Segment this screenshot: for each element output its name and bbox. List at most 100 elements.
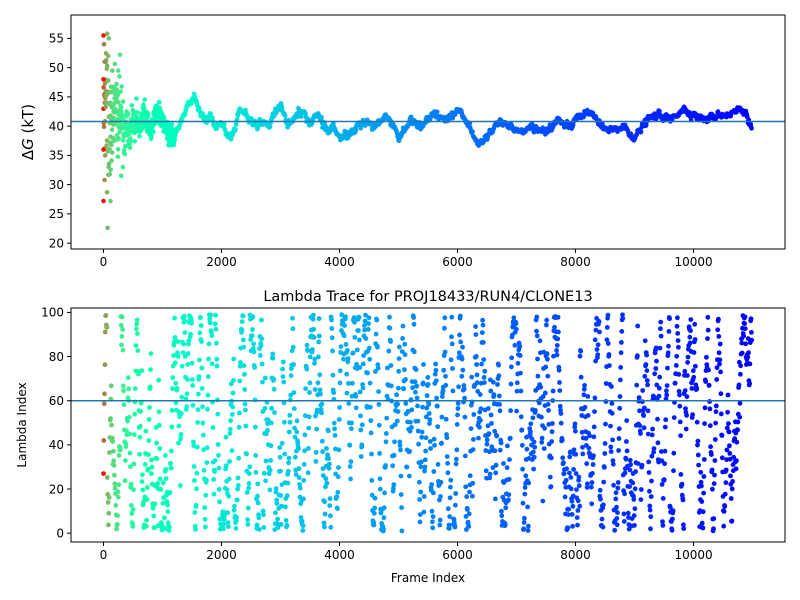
lambda-point [104, 475, 110, 480]
lambda-point [199, 365, 205, 371]
lambda-point [205, 392, 211, 398]
lambda-point [372, 495, 378, 501]
dg-point [282, 113, 288, 118]
lambda-point [415, 428, 421, 434]
lambda-point [326, 465, 332, 471]
dg-point [120, 113, 125, 118]
lambda-point [329, 335, 335, 341]
lambda-point [422, 464, 428, 470]
lambda-point [201, 468, 207, 473]
lambda-point [570, 503, 576, 509]
lambda-point [731, 454, 737, 460]
lambda-point [523, 473, 529, 479]
lambda-point [718, 411, 724, 417]
lambda-point [137, 434, 143, 440]
lambda-point [112, 472, 117, 478]
lambda-point [635, 461, 641, 466]
lambda-point [255, 493, 260, 499]
lambda-point [391, 485, 396, 491]
dg-point [131, 110, 137, 115]
lambda-point [532, 444, 538, 450]
lambda-point [268, 420, 274, 426]
lambda-point [267, 467, 273, 473]
lambda-point [601, 479, 607, 485]
lambda-point [660, 523, 666, 528]
lambda-point [544, 322, 549, 328]
lambda-point [326, 456, 331, 461]
lambda-point [211, 477, 217, 482]
lambda-point [339, 312, 345, 318]
lambda-point [375, 344, 380, 350]
lambda-point [259, 336, 265, 342]
lambda-point [455, 401, 461, 406]
lambda-point [292, 434, 298, 440]
lambda-point [695, 438, 701, 444]
lambda-point [699, 499, 705, 504]
lambda-point [426, 402, 432, 407]
lambda-point [382, 490, 387, 496]
dg-point [529, 121, 535, 127]
ylabel-symbol: G [19, 138, 37, 150]
lambda-point [690, 412, 695, 418]
lambda-point [487, 475, 493, 481]
lambda-point [442, 349, 448, 355]
lambda-point [684, 394, 690, 399]
lambda-point [166, 528, 172, 533]
lambda-point [497, 408, 503, 414]
lambda-point [455, 406, 461, 411]
lambda-point [442, 315, 448, 321]
lambda-point [517, 343, 523, 349]
lambda-point [227, 459, 232, 464]
lambda-point [649, 432, 655, 438]
lambda-point [491, 392, 497, 398]
lambda-point [735, 427, 740, 433]
lambda-point [343, 342, 349, 347]
lambda-point [253, 453, 259, 458]
lambda-point [582, 404, 588, 410]
lambda-point [656, 393, 662, 399]
lambda-point [533, 408, 538, 413]
lambda-point [581, 392, 587, 398]
lambda-point [216, 453, 221, 458]
lambda-point [361, 353, 367, 358]
lambda-point [530, 449, 536, 455]
dg-point [279, 104, 285, 110]
lambda-point [124, 428, 129, 433]
lambda-point [648, 526, 653, 532]
lambda-point [273, 510, 278, 516]
lambda-point [706, 367, 711, 373]
lambda-point [651, 449, 656, 455]
lambda-point [259, 361, 265, 367]
lambda-point [739, 350, 745, 356]
lambda-point [169, 448, 174, 454]
lambda-point [614, 522, 620, 528]
lambda-point [708, 444, 713, 450]
lambda-point [677, 403, 683, 409]
lambda-point [381, 527, 386, 532]
lambda-point [347, 442, 353, 448]
lambda-point [353, 393, 359, 399]
lambda-point [632, 486, 638, 492]
lambda-point [566, 506, 572, 512]
lambda-point [647, 503, 653, 509]
lambda-point [571, 467, 576, 472]
bottom-scatter-points [101, 312, 755, 534]
lambda-point [576, 474, 582, 480]
lambda-point [368, 430, 374, 436]
lambda-point [358, 413, 363, 419]
lambda-point [336, 447, 342, 453]
lambda-point [327, 503, 333, 508]
lambda-point [115, 489, 121, 495]
lambda-point [290, 315, 295, 321]
lambda-point [383, 439, 389, 445]
lambda-point [203, 524, 208, 530]
lambda-point [503, 505, 509, 511]
lambda-point [170, 375, 176, 380]
lambda-point [632, 506, 638, 512]
dg-point [129, 103, 135, 108]
lambda-point [321, 520, 327, 526]
lambda-point [212, 321, 218, 327]
lambda-point [336, 465, 341, 470]
lambda-point [733, 466, 739, 472]
